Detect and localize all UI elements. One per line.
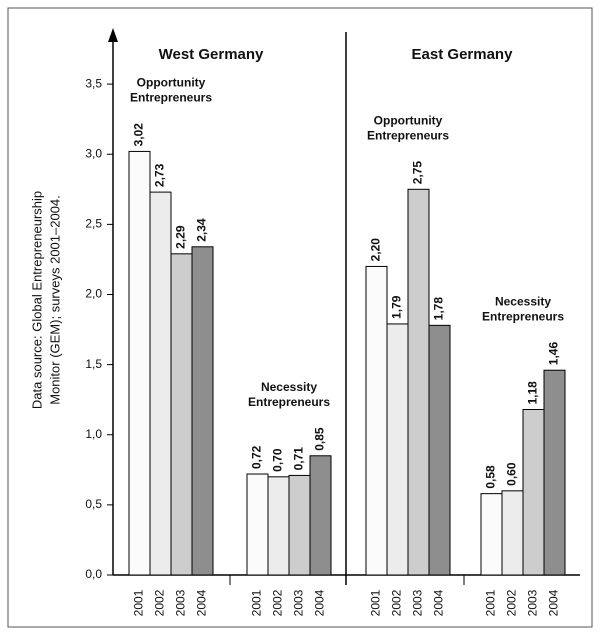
x-tick-label: 2003: [174, 589, 188, 616]
x-tick-label: 2001: [250, 589, 264, 616]
data-label: 0,85: [313, 427, 327, 451]
group-label: Entrepreneurs: [367, 128, 449, 142]
x-tick-label: 2002: [505, 589, 519, 616]
y-tick-label: 3,5: [85, 76, 102, 90]
x-tick-label: 2001: [369, 589, 383, 616]
bar: [309, 455, 332, 576]
data-label: 2,73: [153, 163, 167, 187]
x-tick-label: 2001: [484, 589, 498, 616]
bar: [128, 150, 151, 576]
group-label: Entrepreneurs: [130, 91, 212, 105]
bar: [191, 246, 214, 576]
data-label: 0,71: [292, 447, 306, 471]
y-tick-label: 0,0: [85, 567, 102, 581]
x-tick-label: 2004: [432, 589, 446, 616]
group-label: Entrepreneurs: [248, 395, 330, 409]
x-tick-label: 2003: [411, 589, 425, 616]
x-tick-label: 2002: [271, 589, 285, 616]
bar: [267, 476, 290, 576]
group-label: Necessity: [495, 294, 551, 308]
data-label: 0,58: [484, 465, 498, 489]
data-label: 2,29: [174, 225, 188, 249]
group-label: Opportunity: [374, 113, 443, 127]
data-label: 2,20: [369, 238, 383, 262]
y-tick-label: 3,0: [85, 146, 102, 160]
data-label: 2,34: [195, 218, 209, 242]
group-label: Necessity: [261, 380, 317, 394]
bar: [407, 188, 430, 576]
data-label: 0,60: [505, 462, 519, 486]
bar: [501, 490, 524, 576]
x-tick-label: 2003: [526, 589, 540, 616]
x-tick-label: 2004: [195, 589, 209, 616]
panel-title: West Germany: [159, 46, 264, 63]
bar: [365, 265, 388, 576]
y-tick-label: 2,5: [85, 217, 102, 231]
x-tick-label: 2004: [547, 589, 561, 616]
frame: [7, 7, 593, 628]
data-label: 0,72: [250, 445, 264, 469]
x-tick-label: 2003: [292, 589, 306, 616]
axis-arrow: [108, 28, 118, 42]
x-tick-label: 2002: [390, 589, 404, 616]
group-label: Opportunity: [137, 76, 206, 90]
data-label: 1,18: [526, 381, 540, 405]
x-tick-label: 2004: [313, 589, 327, 616]
y-tick-label: 2,0: [85, 287, 102, 301]
data-label: 2,75: [411, 161, 425, 185]
group-label: Entrepreneurs: [482, 309, 564, 323]
bar: [149, 191, 172, 576]
data-label: 3,02: [132, 123, 146, 147]
data-label: 1,78: [432, 297, 446, 321]
data-label: 1,79: [390, 295, 404, 319]
data-label: 1,46: [547, 342, 561, 366]
y-tick-label: 0,5: [85, 497, 102, 511]
y-axis-label: Data source: Global Entrepreneurship: [29, 191, 44, 409]
panel-title: East Germany: [412, 46, 514, 63]
bar: [428, 324, 451, 576]
y-tick-label: 1,0: [85, 427, 102, 441]
y-axis-label: Monitor (GEM); surveys 2001–2004.: [47, 195, 62, 405]
x-tick-label: 2001: [132, 589, 146, 616]
data-label: 0,70: [271, 448, 285, 472]
bar: [288, 474, 311, 576]
bar: [522, 408, 545, 576]
y-tick-label: 1,5: [85, 357, 102, 371]
bar: [386, 323, 409, 576]
bar: [543, 369, 566, 576]
bar: [170, 253, 193, 576]
x-tick-label: 2002: [153, 589, 167, 616]
bar: [480, 493, 503, 576]
bar: [246, 473, 269, 576]
